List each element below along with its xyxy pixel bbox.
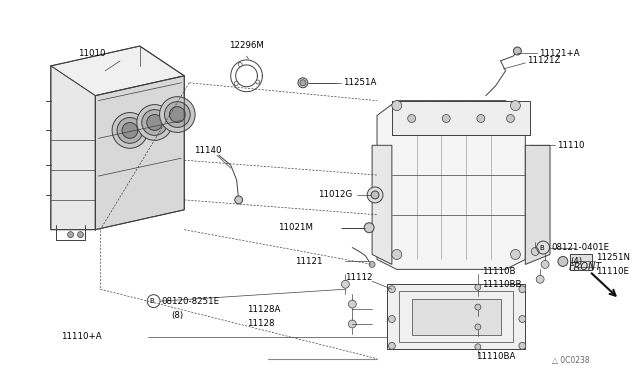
Circle shape: [256, 80, 260, 84]
Circle shape: [170, 107, 185, 122]
Text: 11251N: 11251N: [596, 253, 630, 262]
Circle shape: [348, 300, 356, 308]
Circle shape: [68, 232, 74, 238]
Circle shape: [475, 324, 481, 330]
Text: 11140: 11140: [194, 146, 221, 155]
Text: 11110: 11110: [557, 141, 584, 150]
Circle shape: [388, 342, 396, 349]
Text: 11121Z: 11121Z: [527, 57, 561, 65]
Circle shape: [369, 262, 375, 267]
Circle shape: [541, 260, 549, 268]
Text: 12296M: 12296M: [228, 41, 264, 49]
Circle shape: [475, 284, 481, 290]
Polygon shape: [377, 101, 525, 269]
Circle shape: [442, 115, 450, 122]
Circle shape: [137, 105, 172, 140]
Circle shape: [408, 115, 415, 122]
Polygon shape: [412, 299, 500, 335]
Circle shape: [475, 304, 481, 310]
Text: 11110BB: 11110BB: [482, 280, 522, 289]
Circle shape: [300, 80, 306, 86]
Circle shape: [511, 101, 520, 110]
Polygon shape: [51, 46, 184, 96]
Circle shape: [348, 320, 356, 328]
Text: 11110+A: 11110+A: [61, 332, 101, 341]
Circle shape: [235, 196, 243, 204]
Circle shape: [367, 187, 383, 203]
Circle shape: [519, 286, 526, 293]
Text: 11121: 11121: [295, 257, 323, 266]
Circle shape: [371, 191, 379, 199]
Circle shape: [234, 81, 238, 86]
Text: 11012G: 11012G: [317, 190, 352, 199]
Circle shape: [392, 250, 402, 259]
Text: (4): (4): [570, 257, 582, 266]
Circle shape: [513, 47, 522, 55]
Polygon shape: [51, 66, 95, 230]
Text: 11021M: 11021M: [278, 223, 313, 232]
Circle shape: [506, 115, 515, 122]
Text: 08121-0401E: 08121-0401E: [551, 243, 609, 252]
Circle shape: [298, 78, 308, 88]
Text: 08120-8251E: 08120-8251E: [161, 296, 220, 306]
Text: 11121+A: 11121+A: [539, 48, 580, 58]
Text: B: B: [149, 298, 154, 304]
Circle shape: [364, 223, 374, 232]
Circle shape: [164, 102, 190, 128]
Circle shape: [142, 110, 168, 135]
Text: (8): (8): [172, 311, 184, 320]
Circle shape: [122, 122, 138, 138]
Circle shape: [392, 101, 402, 110]
Text: 11128: 11128: [246, 320, 274, 328]
Circle shape: [558, 256, 568, 266]
Circle shape: [159, 97, 195, 132]
Circle shape: [112, 113, 148, 148]
Circle shape: [238, 62, 242, 67]
Polygon shape: [372, 145, 392, 264]
Text: 11128A: 11128A: [246, 305, 280, 314]
Polygon shape: [525, 145, 550, 264]
Text: △ 0C0238: △ 0C0238: [552, 356, 589, 365]
Text: FRONT: FRONT: [569, 262, 602, 272]
Text: 11112: 11112: [346, 273, 373, 282]
Circle shape: [475, 344, 481, 350]
Circle shape: [147, 115, 163, 131]
Bar: [392, 101, 531, 135]
Circle shape: [477, 115, 484, 122]
Circle shape: [519, 342, 526, 349]
Text: 11010: 11010: [79, 48, 106, 58]
Text: B: B: [540, 244, 545, 250]
Circle shape: [388, 315, 396, 323]
Circle shape: [511, 250, 520, 259]
Circle shape: [536, 275, 544, 283]
Polygon shape: [387, 284, 525, 349]
Text: 11251A: 11251A: [344, 78, 377, 87]
Circle shape: [342, 280, 349, 288]
Circle shape: [117, 118, 143, 143]
Circle shape: [519, 315, 526, 323]
Circle shape: [77, 232, 83, 238]
Text: 11110BA: 11110BA: [476, 352, 515, 361]
Text: 11110E: 11110E: [596, 267, 630, 276]
Circle shape: [388, 286, 396, 293]
Polygon shape: [95, 76, 184, 230]
Circle shape: [531, 247, 539, 256]
Text: 11110B: 11110B: [482, 267, 515, 276]
Bar: [570, 254, 591, 270]
